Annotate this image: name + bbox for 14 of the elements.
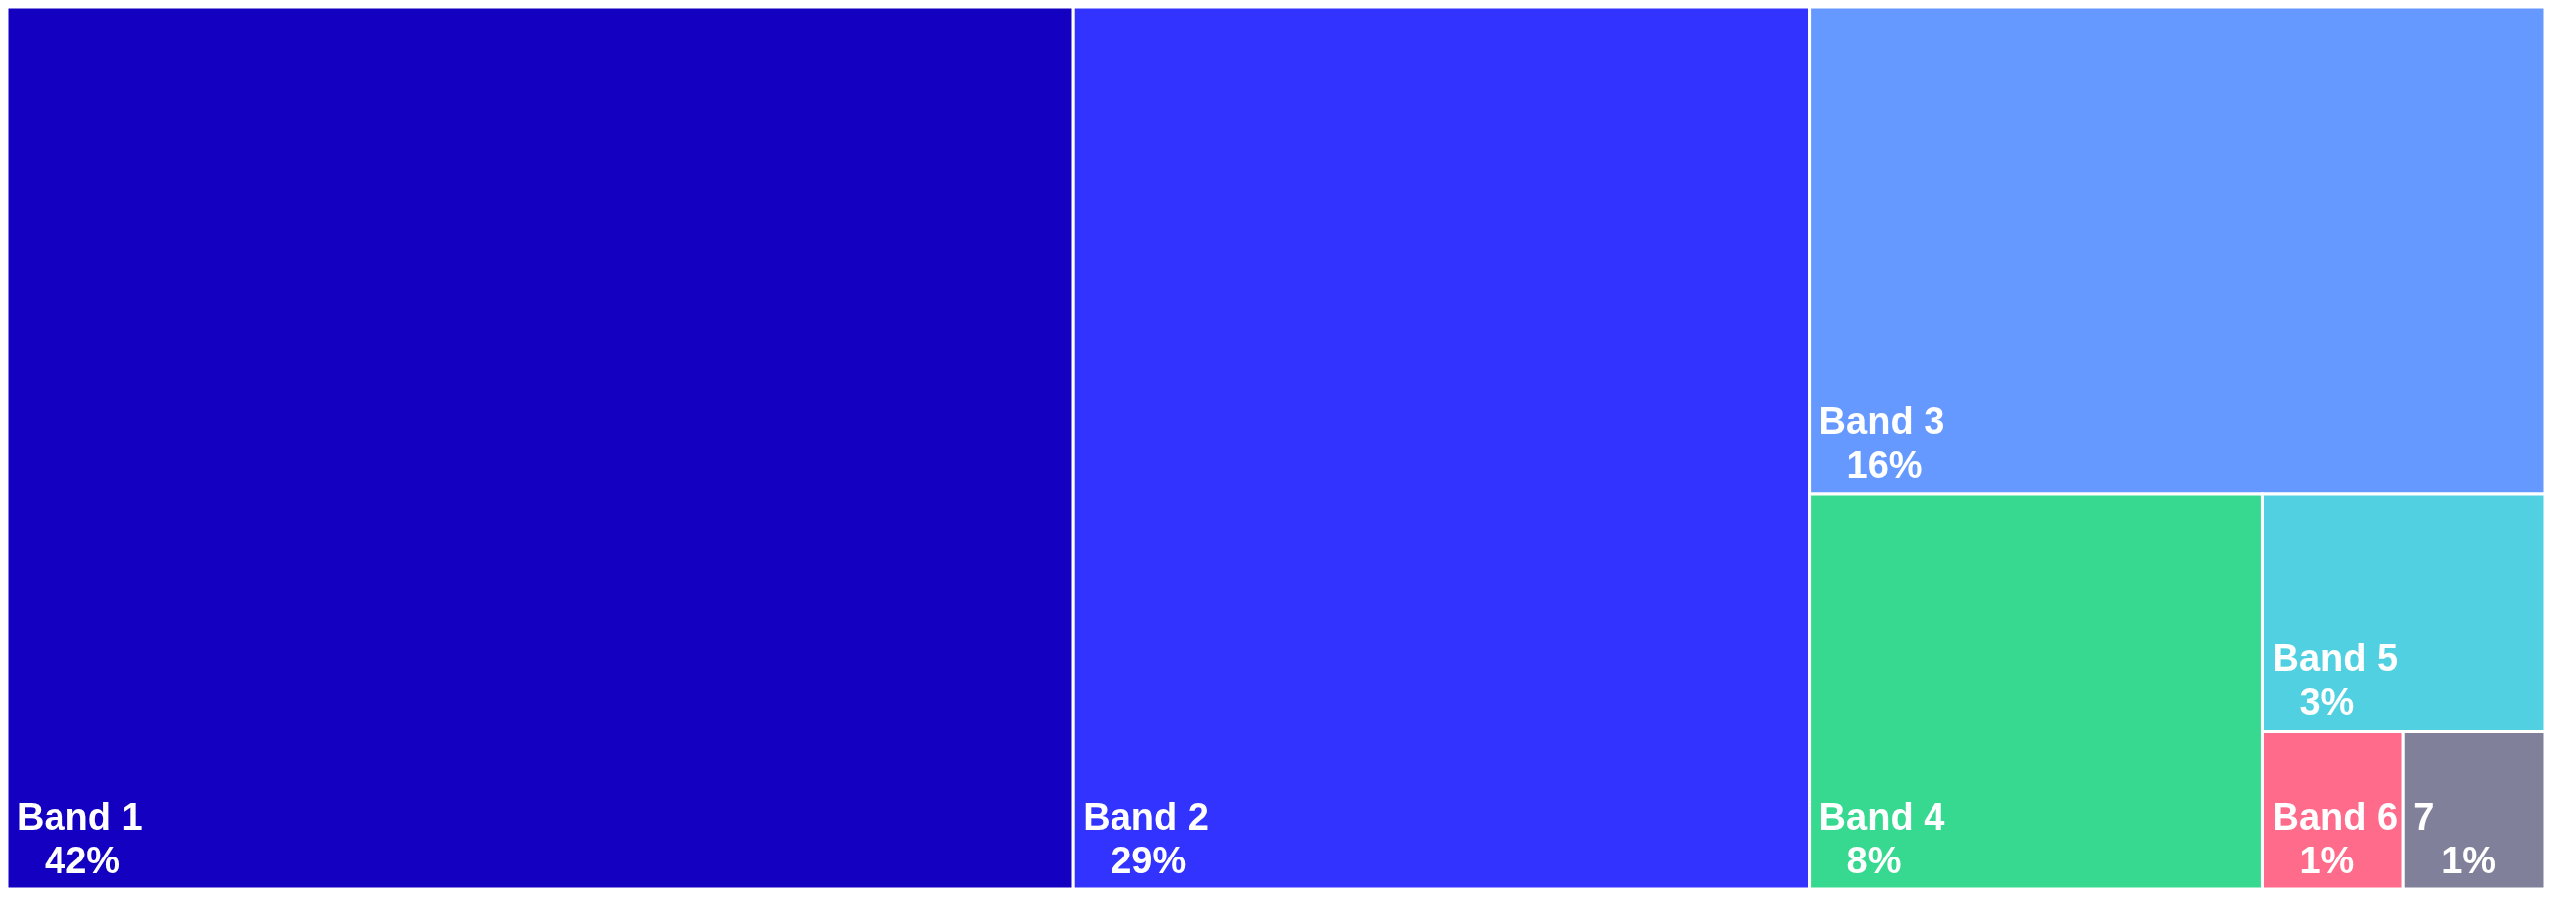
category-label: Band 2	[1083, 796, 1209, 838]
data-label: 8%	[1846, 840, 1902, 881]
data-label: 3%	[2299, 681, 2355, 724]
category-label: Band 6	[2272, 796, 2399, 838]
data-label: 42%	[45, 840, 121, 881]
category-label: 7	[2413, 796, 2435, 838]
data-label: 29%	[1111, 840, 1187, 881]
category-label: Band 5	[2272, 637, 2399, 680]
data-label: 1%	[2299, 840, 2355, 881]
data-label: 1%	[2441, 840, 2497, 881]
category-label: Band 3	[1818, 400, 1945, 443]
category-label: Band 1	[17, 796, 143, 838]
category-label: Band 4	[1818, 796, 1945, 838]
data-label: 16%	[1846, 444, 1923, 487]
